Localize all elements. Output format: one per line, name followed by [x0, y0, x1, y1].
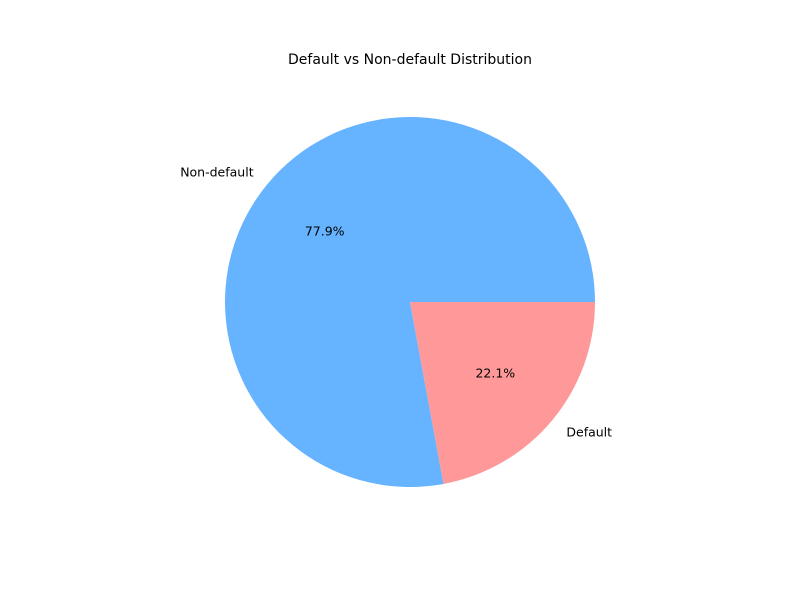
slice-category-label: Non-default: [180, 164, 254, 179]
pie-labels: Non-default 77.9% Default 22.1%: [180, 164, 612, 439]
pie-slice-default: [410, 302, 595, 484]
slice-category-label: Default: [566, 425, 612, 440]
chart-title: Default vs Non-default Distribution: [288, 52, 532, 68]
pie-slices: [224, 117, 595, 488]
slice-percent-label: 77.9%: [305, 223, 345, 238]
slice-percent-label: 22.1%: [475, 366, 515, 381]
pie-slice-non-default: [224, 117, 595, 488]
